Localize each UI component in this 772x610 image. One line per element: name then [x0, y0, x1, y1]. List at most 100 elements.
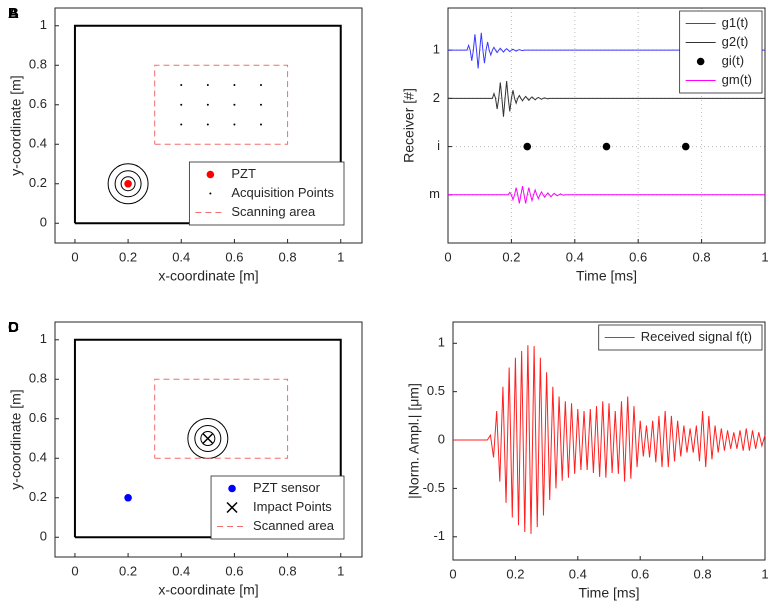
point [206, 123, 209, 126]
point [259, 103, 262, 106]
y-tick-label: 1 [40, 17, 47, 32]
x-tick-label: 1 [761, 249, 768, 264]
x-tick-label: 1 [337, 249, 344, 264]
x-tick-label: 0.4 [566, 249, 584, 264]
series-line [453, 345, 766, 534]
x-tick-label: 0.6 [631, 566, 649, 581]
legend-label: Impact Points [253, 499, 332, 514]
legend-label: PZT [231, 166, 256, 181]
legend-label: gi(t) [722, 53, 744, 68]
x-tick-label: 0.4 [172, 563, 190, 578]
plot-frame [447, 7, 766, 244]
x-axis-label: x-coordinate [m] [158, 582, 258, 598]
legend-swatch [696, 57, 705, 66]
y-tick-label: 0.6 [29, 96, 47, 111]
x-tick-label: 0.4 [172, 249, 190, 264]
legend-label: gm(t) [722, 72, 752, 87]
x-tick-label: 0.2 [119, 563, 137, 578]
x-tick-label: 0.2 [502, 249, 520, 264]
y-tick-label: 1 [433, 42, 440, 57]
x-tick-label: 0 [71, 249, 78, 264]
x-marker [202, 432, 214, 445]
y-tick-label: 0.4 [29, 450, 47, 465]
panel-label: D [8, 319, 19, 336]
panel-label: B [8, 5, 19, 22]
plot-frame [54, 321, 363, 558]
x-tick-label: 0.2 [506, 566, 524, 581]
plot-frame [452, 321, 766, 561]
point [180, 123, 183, 126]
dot [124, 493, 132, 502]
x-tick-label: 0.6 [225, 563, 243, 578]
x-axis-label: Time [ms] [576, 268, 637, 284]
legend-box [188, 161, 345, 226]
y-tick-label: 0.4 [29, 136, 47, 151]
x-tick-label: 0.8 [694, 566, 712, 581]
y-axis-label: y-coordinate [m] [8, 389, 24, 489]
series-line [154, 378, 289, 459]
x-tick-label: 0.6 [225, 249, 243, 264]
x-tick-label: 0.6 [629, 249, 647, 264]
y-tick-label: 0.8 [29, 57, 47, 72]
legend-label: Acquisition Points [231, 185, 334, 200]
y-tick-label: -0.5 [423, 480, 445, 495]
y-tick-label: 0 [40, 215, 47, 230]
y-tick-label: 1 [438, 335, 445, 350]
x-tick-label: 0 [449, 566, 456, 581]
legend-box [679, 10, 763, 94]
legend-swatch [209, 192, 212, 195]
y-tick-label: 0 [438, 431, 445, 446]
x-tick-label: 0.8 [279, 249, 297, 264]
x-tick-label: 1 [761, 566, 768, 581]
legend-swatch [228, 484, 236, 493]
series-line [448, 186, 765, 204]
y-tick-label: 0.6 [29, 410, 47, 425]
point [233, 84, 236, 87]
ring [114, 170, 142, 198]
y-axis-label: Receiver [#] [401, 88, 417, 163]
y-tick-label: -1 [433, 528, 445, 543]
legend-label: Received signal f(t) [641, 329, 752, 344]
y-tick-label: 0 [40, 529, 47, 544]
panel-label: A [8, 5, 19, 22]
point [206, 84, 209, 87]
point [206, 103, 209, 106]
x-tick-label: 0.8 [693, 249, 711, 264]
legend-swatch [206, 170, 215, 179]
point [259, 84, 262, 87]
point [180, 84, 183, 87]
y-tick-label: 0.5 [427, 383, 445, 398]
x-axis-label: x-coordinate [m] [158, 268, 258, 284]
dot [124, 179, 132, 188]
plot-area [453, 322, 765, 560]
x-tick-label: 0 [444, 249, 451, 264]
panel-label: C [8, 319, 19, 336]
ring [107, 163, 149, 205]
y-tick-label: 0.2 [29, 175, 47, 190]
y-axis-label: y-coordinate [m] [8, 75, 24, 175]
legend-label: PZT sensor [253, 480, 321, 495]
legend-label: Scanned area [253, 518, 335, 533]
dot [523, 142, 532, 151]
series-line [448, 80, 765, 117]
plot-frame [54, 7, 363, 244]
point [233, 103, 236, 106]
ring [120, 176, 136, 192]
x-tick-label: 0 [71, 563, 78, 578]
legend-swatch [226, 501, 238, 514]
legend-label: Scanning area [231, 204, 316, 219]
y-axis-label: |Norm. Ampl.| [μm] [406, 383, 422, 499]
point [259, 123, 262, 126]
y-tick-label: i [437, 138, 440, 153]
x-axis-label: Time [ms] [579, 585, 640, 601]
legend-label: g1(t) [722, 15, 749, 30]
series-line [154, 64, 289, 145]
x-tick-label: 1 [337, 563, 344, 578]
point [233, 123, 236, 126]
y-tick-label: 1 [40, 331, 47, 346]
point [180, 103, 183, 106]
x-tick-label: 0.8 [279, 563, 297, 578]
y-tick-label: 0.8 [29, 371, 47, 386]
series-line [448, 32, 765, 69]
